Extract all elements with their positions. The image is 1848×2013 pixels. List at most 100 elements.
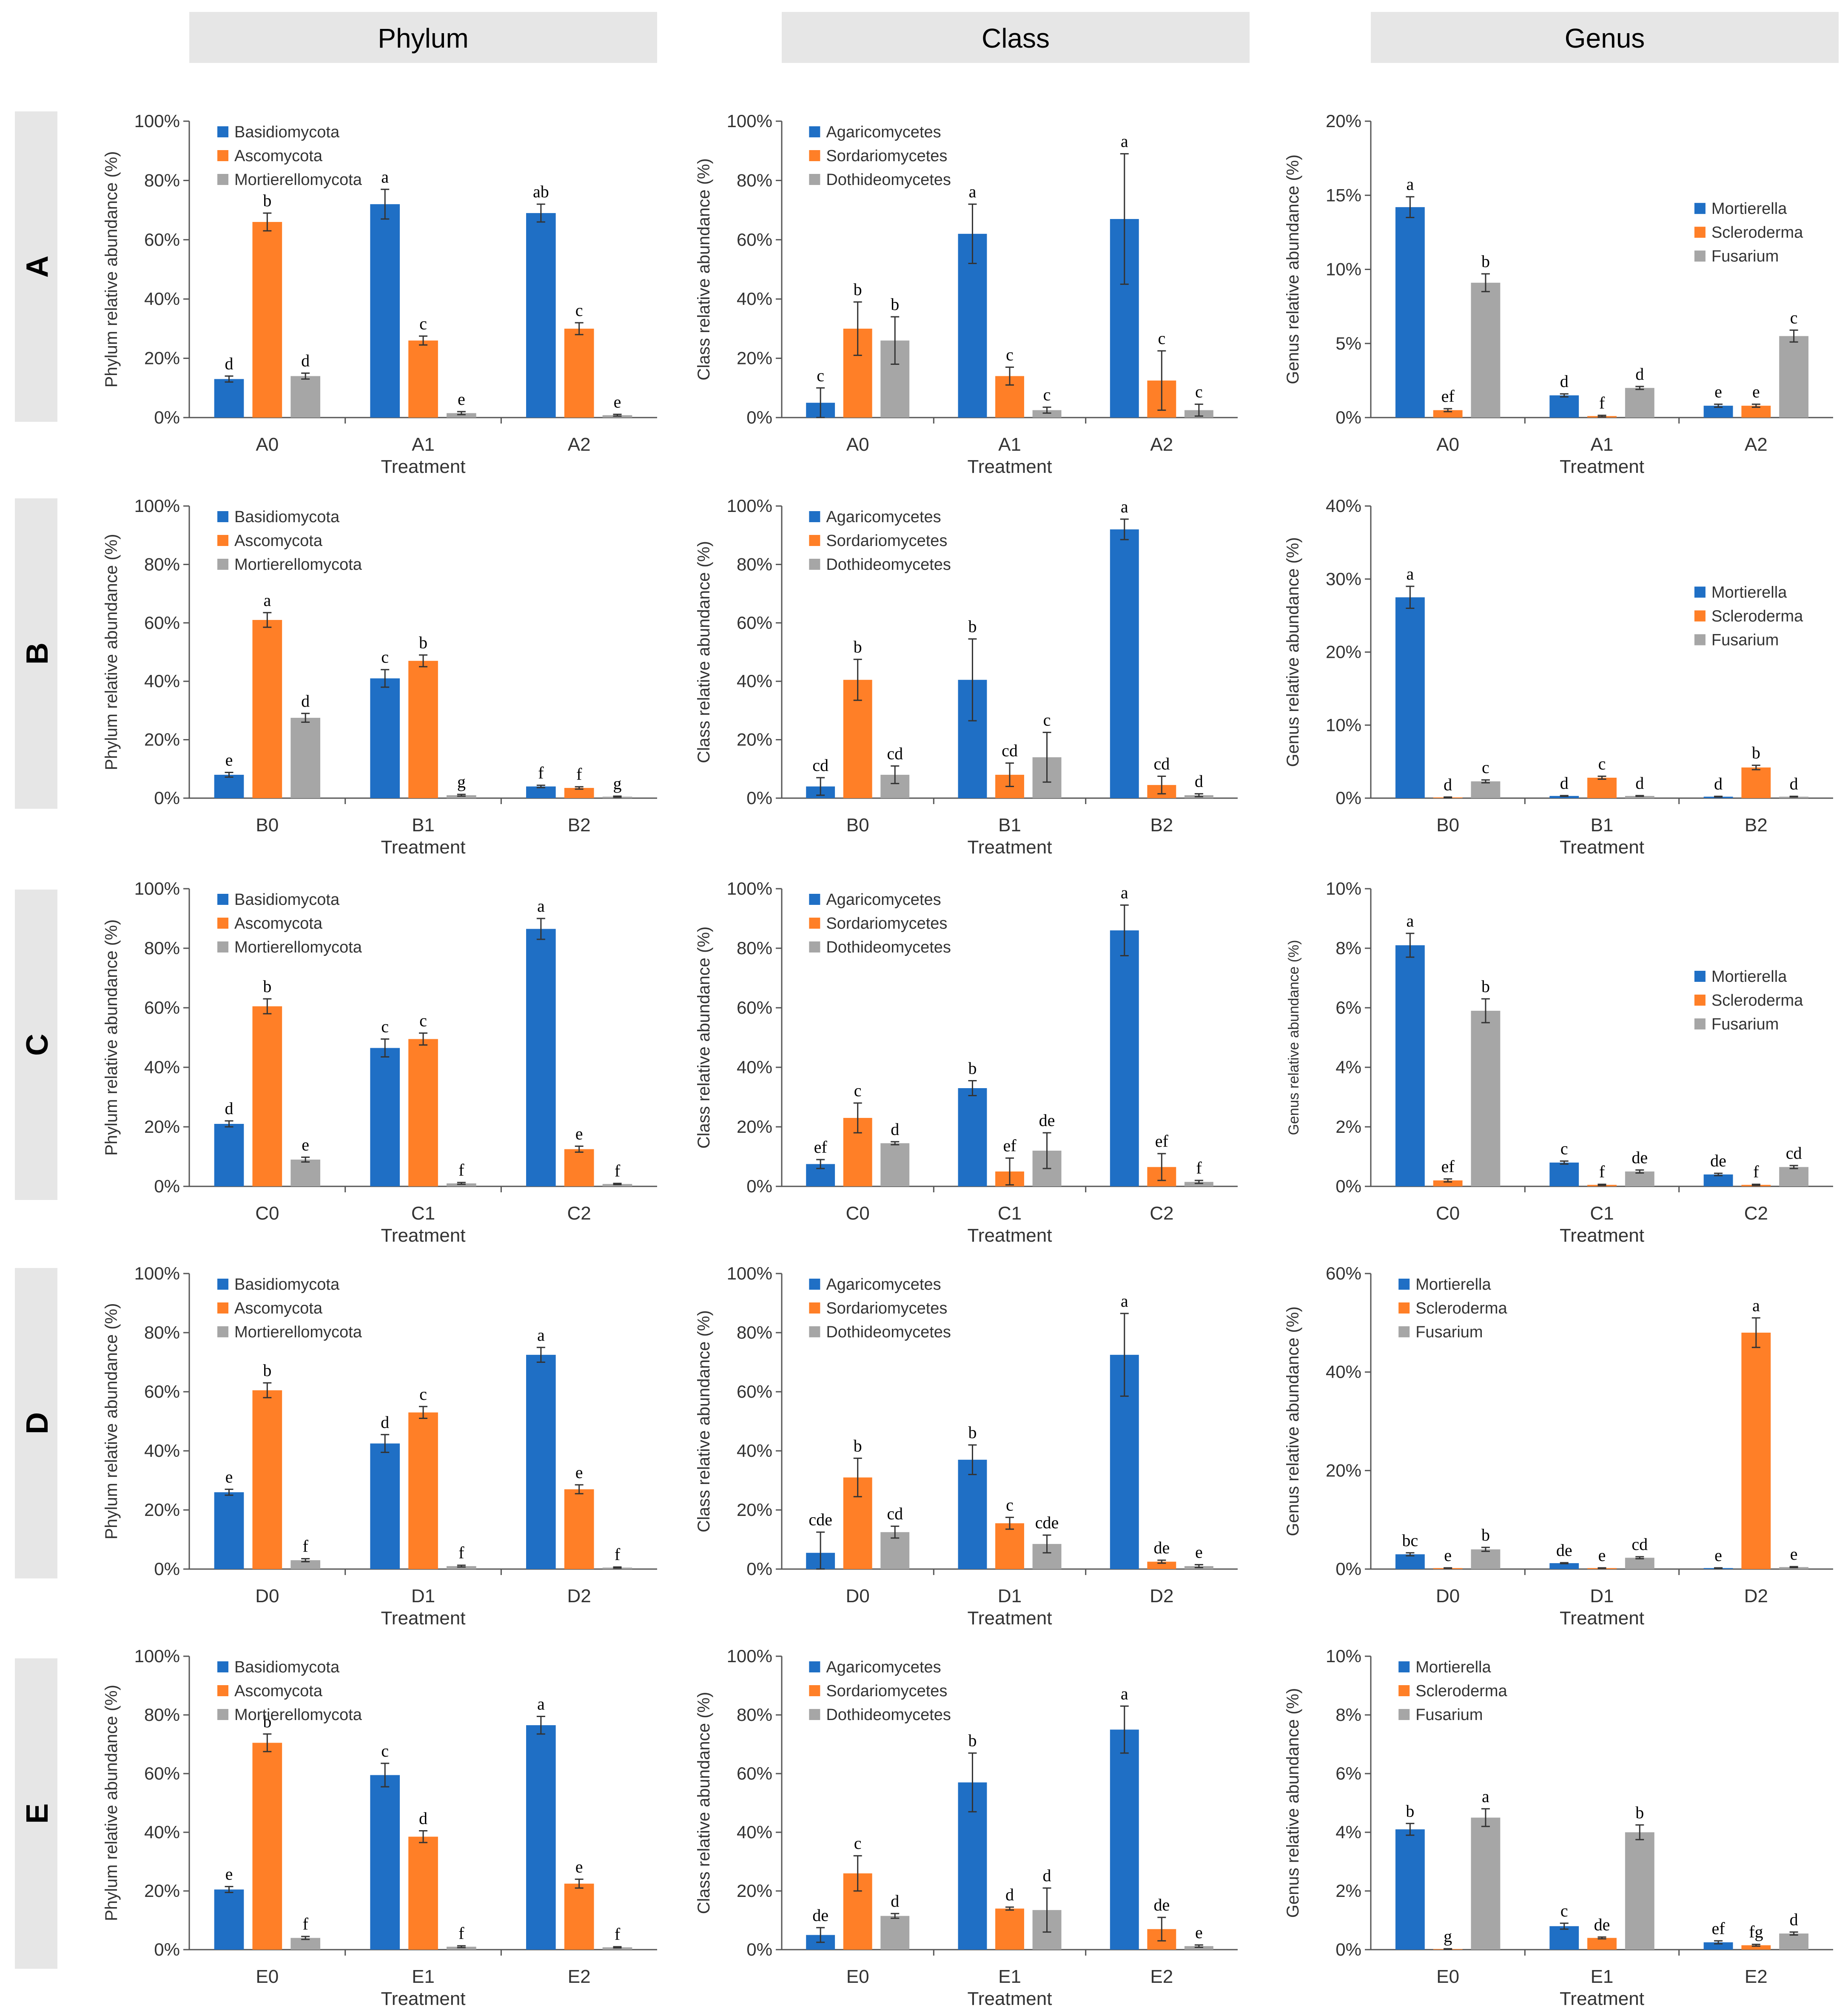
y-tick-label: 40%	[144, 671, 180, 691]
significance-label: d	[1790, 774, 1798, 793]
row-header-b: B	[15, 498, 57, 809]
legend: Basidiomycota Ascomycota Mortierellomycota	[217, 123, 362, 189]
legend-swatch	[809, 174, 820, 185]
significance-label: e	[614, 392, 621, 411]
y-tick-label: 20%	[1326, 111, 1361, 131]
y-tick-label: 0%	[154, 1176, 180, 1196]
significance-label: cd	[1153, 754, 1170, 773]
significance-label: d	[225, 1099, 233, 1118]
legend-entry: Ascomycota	[234, 147, 323, 165]
legend-swatch	[809, 941, 820, 952]
bar-basidiomycota-d2	[526, 1355, 556, 1569]
y-tick-label: 2%	[1335, 1117, 1361, 1137]
panel-a-class: 0% 20% 40% 60% 80% 100% Class relative abundan…	[695, 111, 1238, 477]
significance-label: a	[1121, 132, 1128, 151]
significance-label: e	[1714, 1546, 1722, 1565]
y-axis-label: Genus relative abundance (%)	[1284, 1688, 1302, 1918]
column-header-phylum: Phylum	[189, 12, 657, 63]
significance-label: d	[225, 354, 233, 373]
significance-label: g	[1444, 1927, 1452, 1946]
y-tick-label: 100%	[727, 1263, 772, 1283]
bar-basidiomycota-b1	[370, 678, 400, 798]
bar-basidiomycota-d1	[370, 1443, 400, 1569]
significance-label: ef	[1441, 1157, 1455, 1176]
significance-label: c	[1043, 710, 1051, 729]
significance-label: c	[1598, 754, 1606, 773]
significance-label: c	[1790, 308, 1798, 327]
row-header-label: A	[20, 256, 54, 278]
significance-label: f	[1753, 1162, 1759, 1181]
significance-label: c	[1006, 1495, 1014, 1514]
y-axis-label: Phylum relative abundance (%)	[102, 1303, 121, 1540]
significance-label: f	[1196, 1158, 1202, 1177]
y-axis-label: Class relative abundance (%)	[695, 541, 713, 763]
bar-mortierella-e1	[1549, 1926, 1579, 1950]
y-tick-label: 40%	[144, 1057, 180, 1077]
significance-label: d	[891, 1891, 899, 1911]
x-axis-label: Treatment	[1560, 1608, 1644, 1629]
significance-label: b	[854, 280, 862, 299]
legend-entry: Mortierella	[1415, 1658, 1491, 1676]
legend-entry: Ascomycota	[234, 1299, 323, 1317]
y-tick-label: 20%	[144, 1117, 180, 1137]
row-header-e: E	[15, 1658, 57, 1969]
significance-label: b	[968, 617, 977, 636]
significance-label: f	[458, 1924, 464, 1943]
bar-mortierella-a0	[1395, 207, 1425, 418]
legend: Agaricomycetes Sordariomycetes Dothideomyc…	[809, 508, 951, 574]
significance-label: c	[419, 314, 427, 333]
legend-swatch	[1694, 971, 1706, 982]
significance-label: d	[419, 1809, 427, 1828]
significance-label: b	[263, 977, 271, 996]
legend-entry: Mortierella	[1711, 968, 1787, 986]
x-category-label: A1	[998, 434, 1021, 455]
y-tick-label: 0%	[746, 1559, 772, 1579]
significance-label: c	[419, 1011, 427, 1030]
legend-entry: Fusarium	[1415, 1706, 1483, 1724]
legend-entry: Ascomycota	[234, 1682, 323, 1700]
significance-label: bc	[1402, 1531, 1418, 1550]
y-tick-label: 20%	[737, 348, 772, 368]
significance-label: e	[225, 751, 233, 770]
y-tick-label: 60%	[737, 230, 772, 250]
significance-label: ef	[1003, 1136, 1017, 1155]
legend-entry: Scleroderma	[1711, 224, 1803, 242]
x-category-label: E1	[998, 1966, 1021, 1987]
x-category-label: B0	[256, 815, 279, 836]
y-tick-label: 40%	[737, 1822, 772, 1842]
x-axis-label: Treatment	[1560, 1225, 1644, 1246]
legend-entry: Ascomycota	[234, 915, 323, 933]
panel-d-class: 0% 20% 40% 60% 80% 100% Class relative abundan…	[695, 1263, 1238, 1629]
y-tick-label: 20%	[144, 1881, 180, 1901]
bar-basidiomycota-d0	[214, 1492, 244, 1569]
bar-ascomycota-b1	[408, 661, 438, 798]
bar-fusarium-e0	[1471, 1817, 1501, 1950]
legend-entry: Dothideomycetes	[826, 938, 951, 956]
legend-entry: Scleroderma	[1415, 1682, 1507, 1700]
y-tick-label: 0%	[1335, 1939, 1361, 1959]
y-tick-label: 100%	[134, 111, 180, 131]
bar-scleroderma-c0	[1433, 1180, 1463, 1186]
y-tick-label: 0%	[154, 407, 180, 427]
significance-label: a	[1121, 883, 1128, 902]
significance-label: d	[891, 1120, 899, 1139]
legend-swatch	[809, 1302, 820, 1314]
significance-label: cde	[1035, 1513, 1059, 1532]
significance-label: fg	[1749, 1922, 1763, 1942]
significance-label: e	[458, 390, 465, 409]
row-header-d: D	[15, 1268, 57, 1578]
significance-label: e	[302, 1135, 309, 1154]
significance-label: c	[1482, 758, 1489, 777]
significance-label: f	[303, 1537, 309, 1556]
significance-label: a	[1482, 1787, 1489, 1806]
y-tick-label: 10%	[1326, 259, 1361, 279]
y-tick-label: 40%	[144, 1822, 180, 1842]
bar-fusarium-e1	[1625, 1832, 1654, 1950]
significance-label: b	[263, 191, 271, 210]
legend: Basidiomycota Ascomycota Mortierellomycota	[217, 1658, 362, 1724]
significance-label: de	[1039, 1111, 1055, 1130]
legend-swatch	[809, 126, 820, 137]
bar-basidiomycota-a2	[526, 213, 556, 418]
legend-entry: Mortierellomycota	[234, 938, 362, 956]
